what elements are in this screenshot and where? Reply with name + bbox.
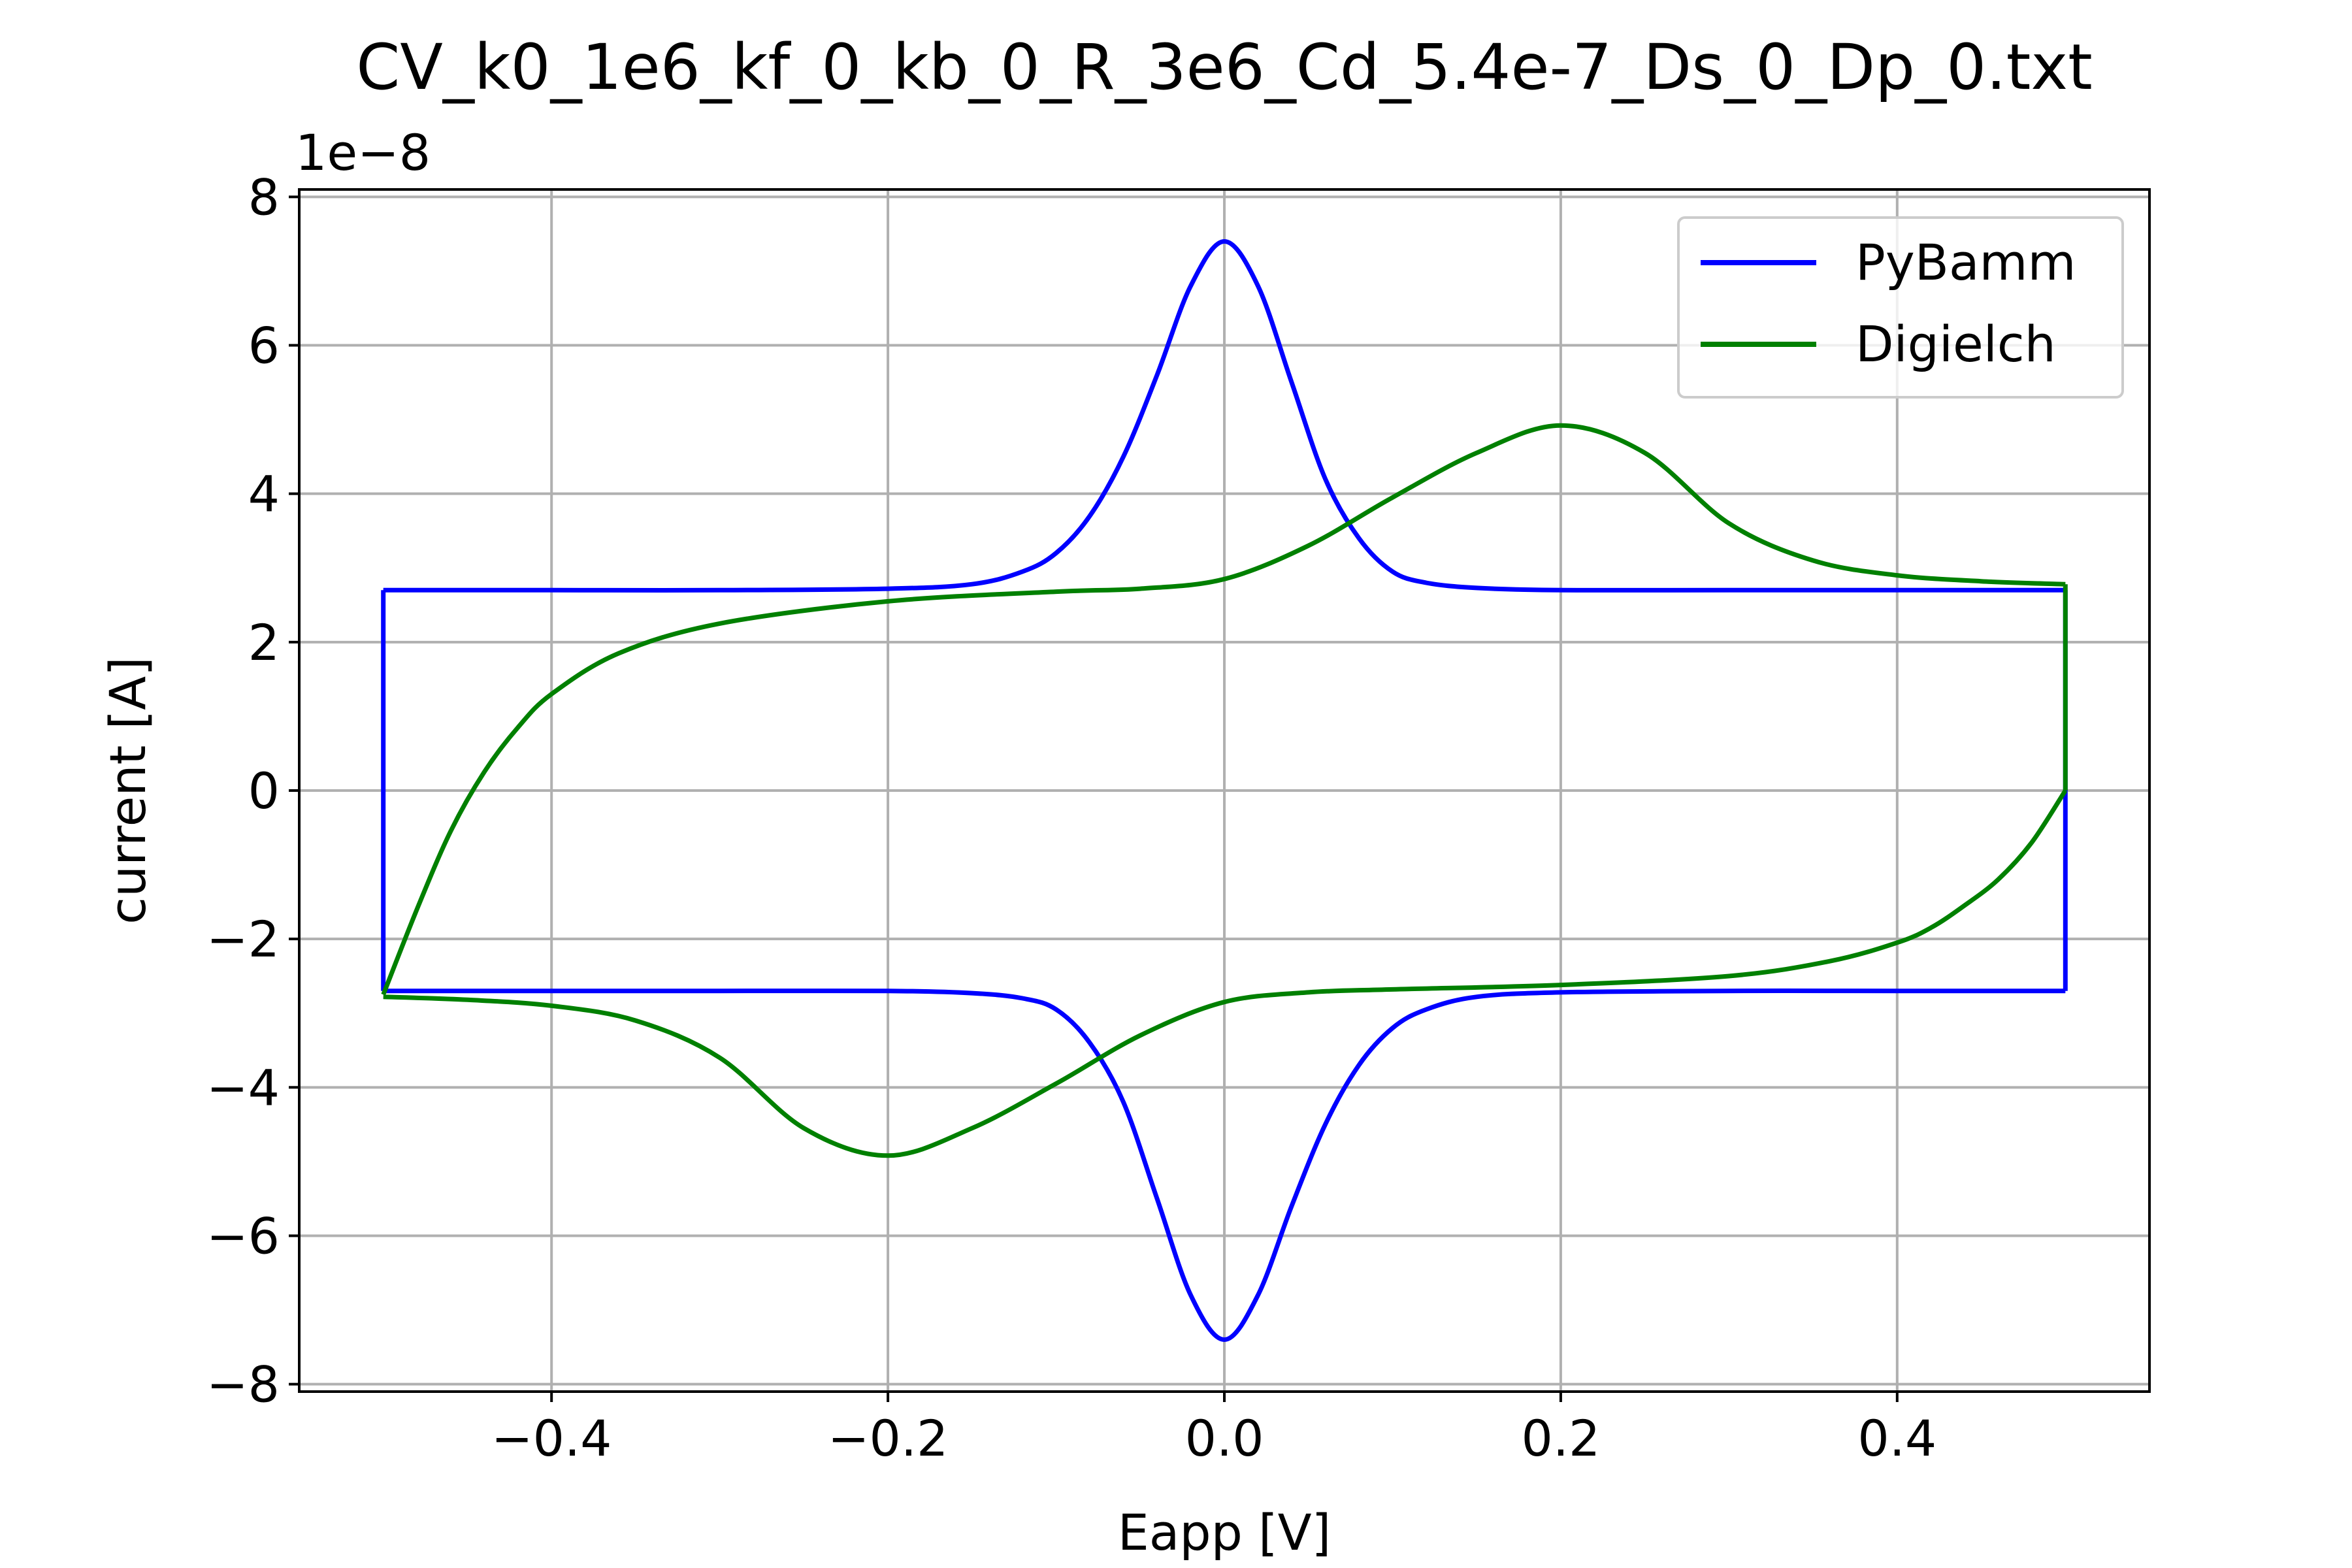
y-axis-label: current [A] xyxy=(99,657,157,924)
x-axis-ticks: −0.4 −0.2 0.0 0.2 0.4 xyxy=(491,1392,1936,1467)
series-pybamm xyxy=(381,239,2068,1342)
y-tick-label: 0 xyxy=(248,762,280,820)
legend-label-pybamm: PyBamm xyxy=(1855,233,2076,291)
chart-title: CV_k0_1e6_kf_0_kb_0_R_3e6_Cd_5.4e-7_Ds_0… xyxy=(356,31,2093,104)
y-tick-label: −6 xyxy=(206,1207,280,1265)
y-offset-label: 1e−8 xyxy=(295,123,431,182)
y-tick-label: −4 xyxy=(206,1058,280,1117)
y-tick-label: 8 xyxy=(248,168,280,226)
x-tick-label: 0.4 xyxy=(1857,1409,1936,1467)
x-tick-label: 0.0 xyxy=(1185,1409,1264,1467)
series-digielch xyxy=(381,423,2068,1158)
x-axis-label: Eapp [V] xyxy=(1118,1503,1331,1561)
grid xyxy=(299,189,2149,1392)
y-tick-label: 2 xyxy=(248,613,280,672)
y-axis-ticks: −8 −6 −4 −2 0 2 4 6 8 xyxy=(206,168,299,1414)
y-tick-label: 6 xyxy=(248,317,280,375)
series-line-digielch xyxy=(381,423,2068,1158)
y-tick-label: 4 xyxy=(248,465,280,523)
series-line-pybamm xyxy=(381,239,2068,1342)
x-tick-label: −0.4 xyxy=(491,1409,612,1467)
series-layer xyxy=(381,239,2068,1342)
legend-label-digielch: Digielch xyxy=(1855,315,2056,373)
x-tick-label: 0.2 xyxy=(1521,1409,1600,1467)
y-tick-label: −8 xyxy=(206,1356,280,1414)
y-tick-label: −2 xyxy=(206,910,280,968)
legend: PyBamm Digielch xyxy=(1677,216,2124,399)
x-tick-label: −0.2 xyxy=(828,1409,949,1467)
